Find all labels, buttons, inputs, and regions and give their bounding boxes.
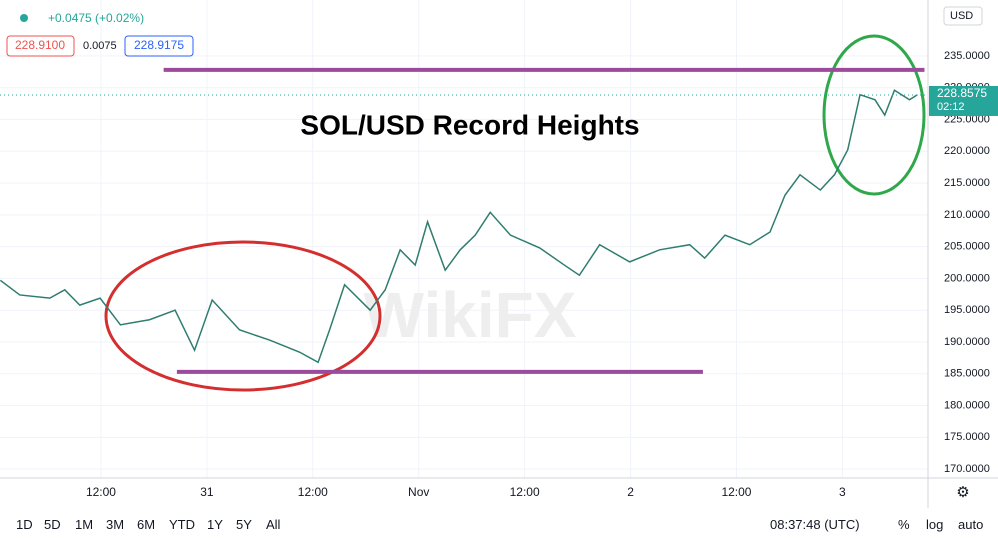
y-tick-label: 210.0000 — [944, 209, 990, 221]
y-tick-label: 235.0000 — [944, 50, 990, 62]
y-tick-label: 215.0000 — [944, 177, 990, 189]
y-tick-label: 205.0000 — [944, 241, 990, 253]
range-button[interactable]: All — [266, 517, 281, 532]
highlight-ellipse — [822, 34, 926, 196]
y-tick-label: 200.0000 — [944, 272, 990, 284]
x-tick-label: 31 — [200, 485, 214, 499]
y-tick-label: 185.0000 — [944, 368, 990, 380]
y-tick-label: 180.0000 — [944, 399, 990, 411]
watermark: WikiFX — [364, 279, 577, 351]
bid-box — [6, 35, 75, 57]
last-price: 228.8575 — [937, 86, 987, 100]
x-tick-label: 12:00 — [298, 485, 328, 499]
x-tick-label: 2 — [627, 485, 634, 499]
scale-option[interactable]: auto — [958, 517, 984, 532]
range-button[interactable]: YTD — [169, 517, 195, 532]
chart: WikiFX +0.0475 (+0.02%) 228.9100 0.0075 … — [0, 0, 998, 508]
currency[interactable]: USD — [950, 10, 973, 22]
y-tick-label: 175.0000 — [944, 431, 990, 443]
ask-box — [124, 35, 194, 57]
y-tick-label: 170.0000 — [944, 463, 990, 475]
x-tick-label: 3 — [839, 485, 846, 499]
settings-icon[interactable]: ⚙ — [956, 484, 969, 501]
scale-option[interactable]: % — [898, 517, 910, 532]
y-tick-label: 190.0000 — [944, 336, 990, 348]
range-button[interactable]: 1M — [75, 517, 94, 532]
range-button[interactable]: 6M — [137, 517, 156, 532]
x-tick-label: Nov — [408, 485, 429, 499]
range-button[interactable]: 5D — [44, 517, 61, 532]
x-tick-label: 12:00 — [86, 485, 116, 499]
y-tick-label: 225.0000 — [944, 113, 990, 125]
ask: 228.9175 — [134, 38, 184, 52]
currency-box[interactable] — [943, 6, 983, 26]
highlight-ellipse — [104, 240, 382, 392]
change: +0.0475 (+0.02%) — [48, 11, 144, 25]
status-dot — [20, 14, 28, 22]
range-button[interactable]: 1D — [16, 517, 33, 532]
range-button[interactable]: 3M — [106, 517, 125, 532]
x-tick-label: 12:00 — [721, 485, 751, 499]
countdown: 02:12 — [937, 101, 965, 113]
price-line — [0, 89, 918, 364]
last-price-box — [929, 85, 998, 116]
range-button[interactable]: 5Y — [236, 517, 252, 532]
spread: 0.0075 — [83, 40, 117, 52]
x-tick-label: 12:00 — [510, 485, 540, 499]
bid: 228.9100 — [15, 38, 65, 52]
clock[interactable]: 08:37:48 (UTC) — [770, 517, 860, 532]
y-tick-label: 220.0000 — [944, 145, 990, 157]
y-tick-label: 195.0000 — [944, 304, 990, 316]
annotation-title: SOL/USD Record Heights — [300, 109, 639, 140]
scale-option[interactable]: log — [926, 517, 944, 532]
range-button[interactable]: 1Y — [207, 517, 223, 532]
